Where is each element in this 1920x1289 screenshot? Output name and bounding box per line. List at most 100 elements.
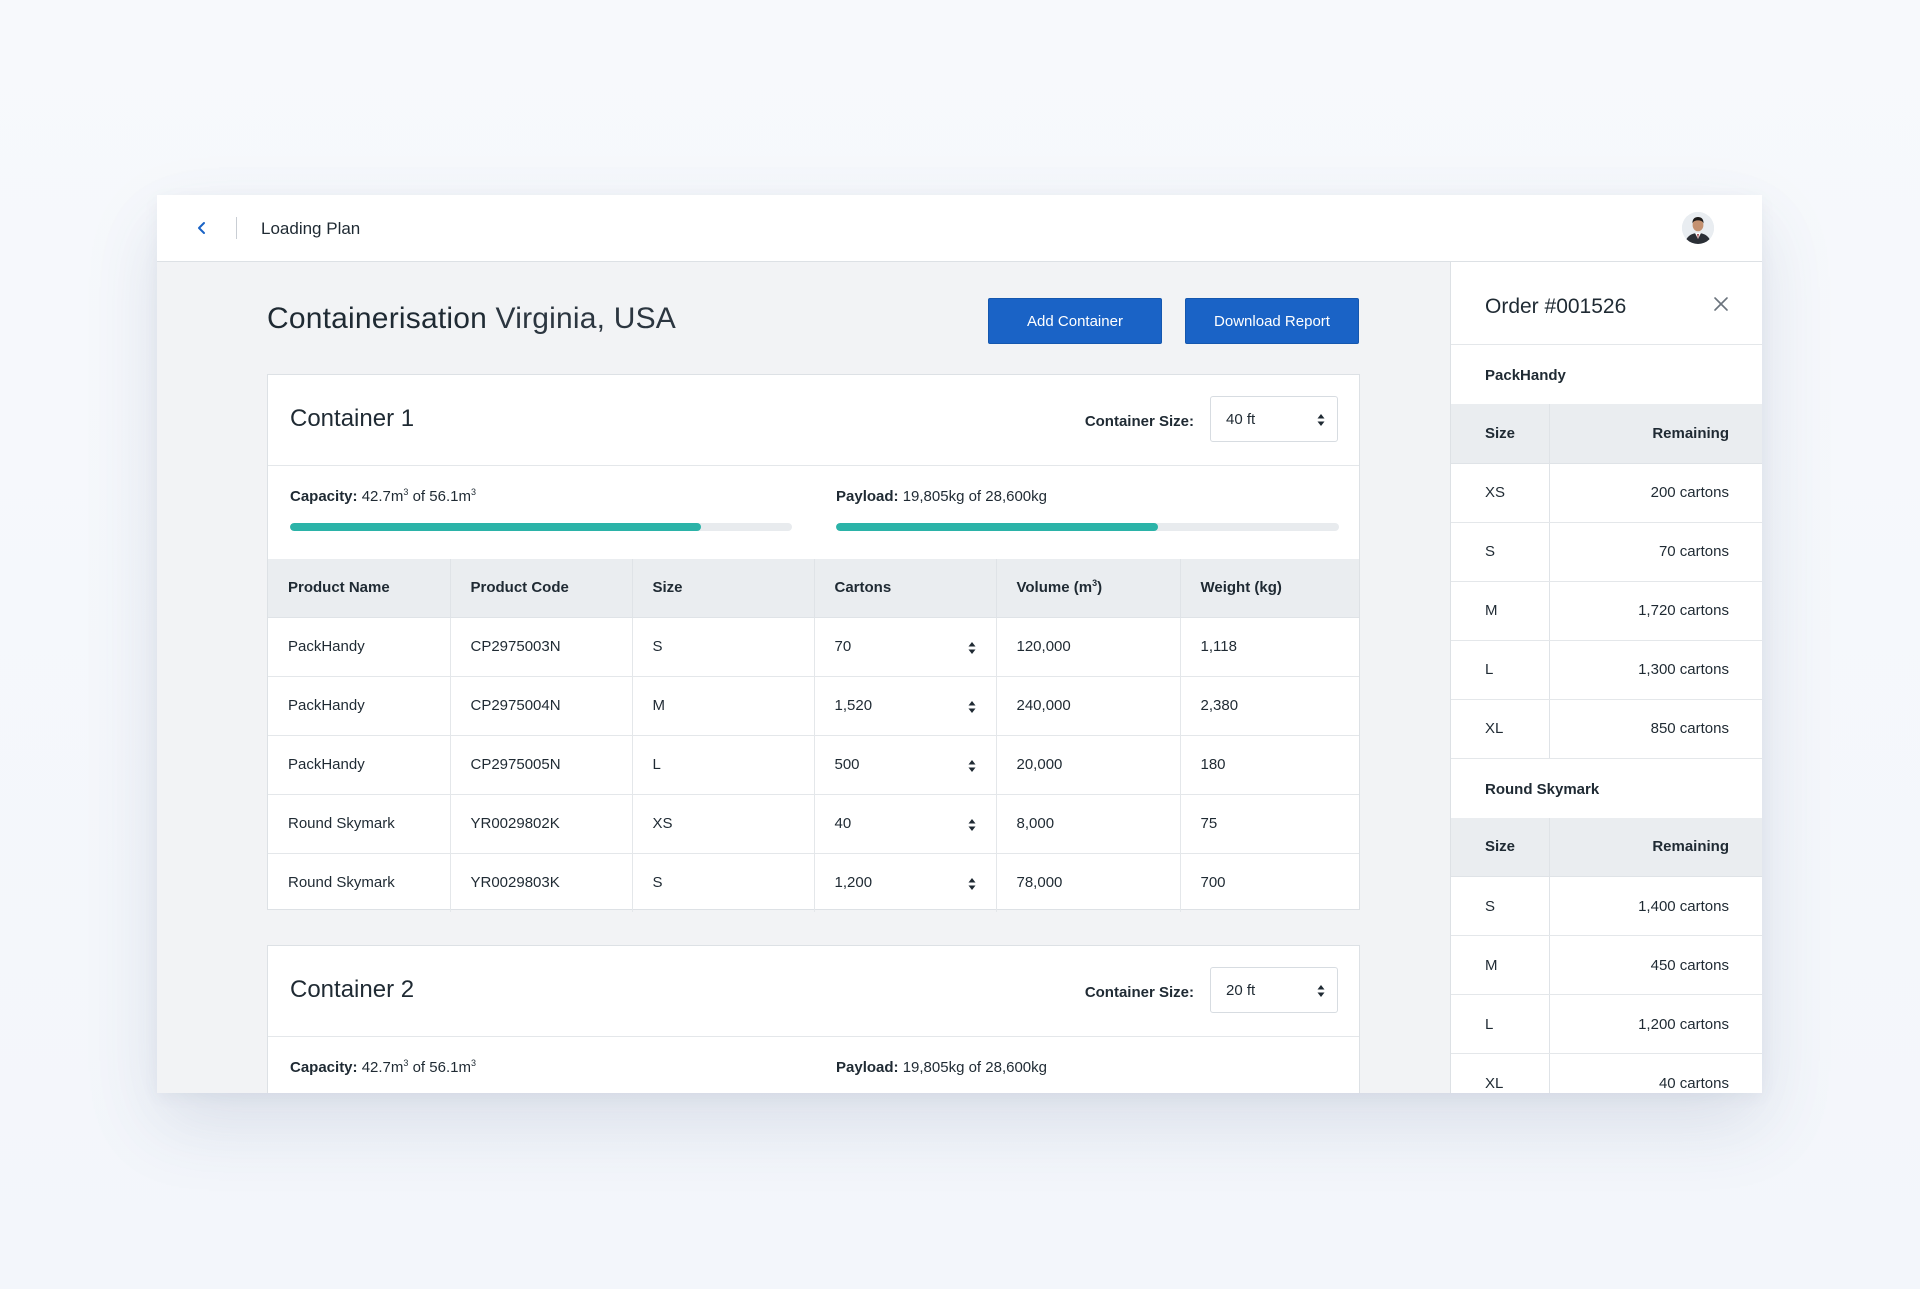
remaining-size-cell: XL bbox=[1451, 1053, 1550, 1093]
volume-cell: 78,000 bbox=[996, 853, 1181, 912]
capacity-progress-track bbox=[290, 523, 792, 531]
remaining-row: XS 200 cartons bbox=[1451, 463, 1762, 523]
up-down-arrows-icon bbox=[1317, 985, 1325, 997]
product-name-cell: PackHandy bbox=[268, 676, 451, 736]
container-size-select[interactable]: 40 ft bbox=[1210, 396, 1338, 442]
product-name-cell: Round Skymark bbox=[268, 853, 451, 912]
table-row: PackHandy CP2975003N S 70 120,000 1,118 bbox=[268, 617, 1359, 677]
add-container-button[interactable]: Add Container bbox=[988, 298, 1162, 344]
up-down-arrows-icon bbox=[1317, 414, 1325, 426]
up-down-arrows-icon bbox=[968, 818, 976, 831]
remaining-cartons-cell: 850 cartons bbox=[1549, 699, 1762, 759]
weight-cell: 700 bbox=[1200, 874, 1226, 892]
chevron-left-icon bbox=[198, 222, 205, 234]
volume-cell: 8,000 bbox=[996, 794, 1181, 854]
capacity-used-exponent: 3 bbox=[403, 1058, 409, 1068]
container-size-select[interactable]: 20 ft bbox=[1210, 967, 1338, 1013]
weight-cell: 180 bbox=[1180, 735, 1359, 795]
volume-cell: 120,000 bbox=[996, 617, 1181, 677]
remaining-header-row: Size Remaining bbox=[1451, 817, 1762, 877]
page-title: Containerisation Virginia, USA bbox=[267, 302, 676, 336]
container-card: Container 1 Container Size: 40 ft Capaci… bbox=[267, 374, 1360, 912]
remaining-row: XL 40 cartons bbox=[1451, 1053, 1762, 1093]
volume-cell: 20,000 bbox=[996, 735, 1181, 795]
container-card-header: Container 1 Container Size: 40 ft bbox=[268, 375, 1359, 466]
column-header-volume-text: Volume (m bbox=[1016, 579, 1093, 597]
cartons-stepper[interactable]: 1,520 bbox=[814, 676, 997, 736]
remaining-size-cell: XS bbox=[1451, 463, 1550, 523]
product-code-cell: YR0029802K bbox=[450, 794, 633, 854]
download-report-button[interactable]: Download Report bbox=[1185, 298, 1359, 344]
column-header-size: Size bbox=[632, 559, 815, 618]
cartons-stepper[interactable]: 40 bbox=[814, 794, 997, 854]
remaining-row: XL 850 cartons bbox=[1451, 699, 1762, 759]
column-header-volume: Volume (m3) bbox=[996, 559, 1181, 618]
size-cell: M bbox=[632, 676, 815, 736]
order-title: Order #001526 bbox=[1485, 295, 1627, 318]
cartons-value: 70 bbox=[834, 638, 852, 655]
back-button[interactable] bbox=[191, 217, 213, 239]
page-title-main: Containerisation bbox=[267, 302, 487, 335]
container-card: Container 2 Container Size: 20 ft Capaci… bbox=[267, 945, 1360, 1093]
products-table: Product Name Product Code Size Cartons V… bbox=[268, 559, 1359, 912]
remaining-row: L 1,300 cartons bbox=[1451, 640, 1762, 700]
table-row: PackHandy CP2975004N M 1,520 240,000 2,3… bbox=[268, 676, 1359, 736]
app-window: Loading Plan Containerisation Virginia, … bbox=[157, 195, 1762, 1093]
up-down-arrows-icon bbox=[968, 877, 976, 890]
weight-cell: 1,118 bbox=[1180, 617, 1359, 677]
cartons-value: 1,520 bbox=[834, 697, 873, 714]
capacity-label: Capacity: bbox=[290, 1059, 358, 1076]
remaining-cartons-cell: 70 cartons bbox=[1549, 522, 1762, 582]
capacity-used: 42.7m bbox=[361, 488, 404, 505]
cartons-stepper[interactable]: 500 bbox=[814, 735, 997, 795]
close-button[interactable] bbox=[1712, 295, 1730, 313]
page-title-location: Virginia, USA bbox=[495, 302, 677, 335]
table-row: Round Skymark YR0029803K S 1,200 78,000 … bbox=[268, 853, 1359, 912]
top-bar: Loading Plan bbox=[157, 195, 1762, 262]
capacity-progress-fill bbox=[290, 523, 701, 531]
payload-label: Payload: bbox=[836, 488, 899, 505]
order-panel-header: Order #001526 bbox=[1451, 262, 1762, 345]
remaining-cartons-cell: 450 cartons bbox=[1549, 935, 1762, 995]
product-code-cell: YR0029803K bbox=[450, 853, 633, 912]
remaining-cartons-cell: 1,200 cartons bbox=[1549, 994, 1762, 1054]
remaining-row: L 1,200 cartons bbox=[1451, 994, 1762, 1054]
column-header-cartons: Cartons bbox=[814, 559, 997, 618]
product-code-cell: CP2975005N bbox=[450, 735, 633, 795]
column-header-product-code: Product Code bbox=[450, 559, 633, 618]
cartons-value: 1,200 bbox=[834, 874, 873, 892]
capacity-total-exponent: 3 bbox=[470, 487, 476, 497]
user-avatar[interactable] bbox=[1682, 212, 1714, 244]
container-metrics: Capacity: 42.7m3 of 56.1m3 Payload: 19,8… bbox=[268, 466, 1359, 559]
header-divider bbox=[236, 217, 237, 239]
size-cell: XS bbox=[632, 794, 815, 854]
order-group-title: PackHandy bbox=[1485, 367, 1566, 384]
remaining-size-cell: M bbox=[1451, 935, 1550, 995]
size-cell: S bbox=[632, 617, 815, 677]
product-name-cell: PackHandy bbox=[268, 735, 451, 795]
capacity-metric: Capacity: 42.7m3 of 56.1m3 bbox=[290, 1058, 476, 1077]
up-down-arrows-icon bbox=[968, 700, 976, 713]
remaining-table: Size Remaining XS 200 cartons S 70 carto… bbox=[1451, 404, 1762, 759]
cartons-stepper[interactable]: 1,200 bbox=[814, 853, 997, 912]
remaining-row: S 70 cartons bbox=[1451, 522, 1762, 582]
weight-cell: 2,380 bbox=[1180, 676, 1359, 736]
product-name-cell: Round Skymark bbox=[268, 794, 451, 854]
container-size-label: Container Size: bbox=[1084, 984, 1194, 1001]
payload-label: Payload: bbox=[836, 1059, 899, 1076]
size-cell: L bbox=[632, 735, 815, 795]
table-row: Round Skymark YR0029802K XS 40 8,000 75 bbox=[268, 794, 1359, 854]
container-size-label: Container Size: bbox=[1084, 413, 1194, 430]
remaining-size-cell: S bbox=[1451, 522, 1550, 582]
remaining-row: S 1,400 cartons bbox=[1451, 876, 1762, 936]
cartons-stepper[interactable]: 70 bbox=[814, 617, 997, 677]
remaining-cartons-cell: 200 cartons bbox=[1549, 463, 1762, 523]
payload-value: 19,805kg of 28,600kg bbox=[902, 1059, 1047, 1076]
cartons-value: 500 bbox=[834, 756, 860, 773]
volume-exponent: 3 bbox=[1092, 578, 1098, 589]
weight-cell: 75 bbox=[1180, 794, 1359, 854]
capacity-total: 56.1m bbox=[429, 1059, 471, 1076]
remaining-row: M 450 cartons bbox=[1451, 935, 1762, 995]
remaining-header-row: Size Remaining bbox=[1451, 404, 1762, 464]
column-header-remaining: Remaining bbox=[1549, 817, 1762, 877]
